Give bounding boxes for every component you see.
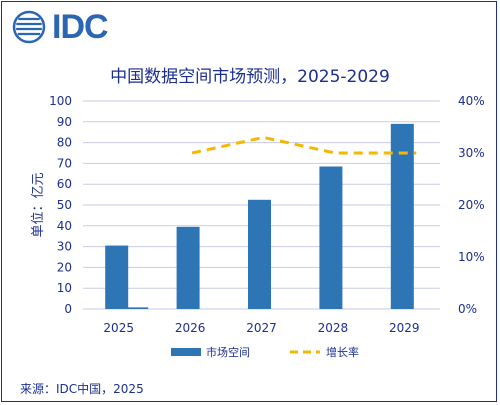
x-tick-label: 2029 bbox=[389, 321, 420, 335]
chart-title: 中国数据空间市场预测，2025-2029 bbox=[110, 67, 390, 87]
y-tick-label: 50 bbox=[57, 198, 72, 212]
bar bbox=[105, 245, 129, 309]
bar bbox=[248, 199, 271, 309]
y-tick-label: 100 bbox=[49, 94, 72, 108]
y-tick-label: 60 bbox=[57, 177, 72, 191]
x-tick-label: 2026 bbox=[175, 321, 206, 335]
x-tick-label: 2028 bbox=[318, 321, 349, 335]
growth-rate-line bbox=[191, 135, 417, 155]
y-tick-label: 10 bbox=[57, 281, 72, 295]
logo-text: IDC bbox=[52, 8, 109, 46]
y-tick-label: 0 bbox=[64, 302, 72, 316]
y2-tick-label: 20% bbox=[458, 198, 485, 212]
x-tick-label: 2027 bbox=[246, 321, 277, 335]
y-tick-label: 30 bbox=[57, 240, 72, 254]
y-axis-label: 单位：亿元 bbox=[31, 172, 46, 237]
y2-tick-label: 40% bbox=[458, 94, 485, 108]
source-note: 来源：IDC中国，2025 bbox=[20, 382, 144, 396]
y-tick-label: 20 bbox=[57, 260, 72, 274]
x-tick-label: 2025 bbox=[103, 321, 134, 335]
y-tick-label: 70 bbox=[57, 156, 72, 170]
y2-tick-label: 0% bbox=[458, 302, 477, 316]
y2-tick-label: 10% bbox=[458, 250, 485, 264]
y-tick-label: 90 bbox=[57, 115, 72, 129]
bar bbox=[319, 166, 343, 309]
legend-bar-swatch bbox=[171, 348, 201, 356]
small-bar bbox=[126, 307, 149, 309]
idc-logo: IDC bbox=[12, 8, 109, 46]
y-tick-label: 80 bbox=[57, 136, 72, 150]
legend-line-label: 增长率 bbox=[326, 345, 359, 359]
bar bbox=[176, 226, 200, 309]
legend-bar-label: 市场空间 bbox=[206, 345, 250, 359]
y-tick-label: 40 bbox=[57, 219, 72, 233]
bar bbox=[390, 123, 414, 309]
globe-icon bbox=[12, 10, 46, 44]
globe-outline bbox=[12, 10, 46, 44]
y2-tick-label: 30% bbox=[458, 146, 485, 160]
